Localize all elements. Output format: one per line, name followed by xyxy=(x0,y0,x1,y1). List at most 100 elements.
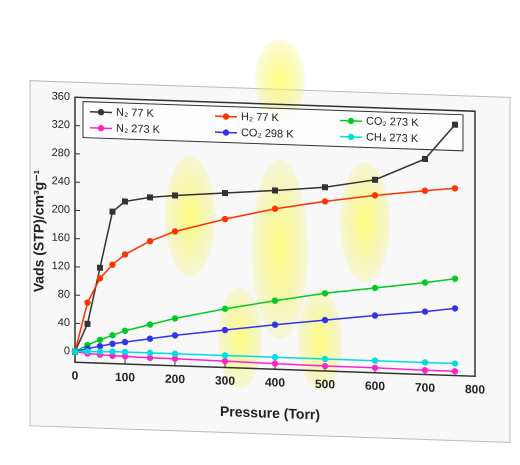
marker xyxy=(146,349,154,357)
marker xyxy=(271,297,279,304)
pore xyxy=(255,39,305,120)
legend-label: N₂ 273 K xyxy=(116,123,161,137)
marker xyxy=(221,357,229,365)
marker xyxy=(272,187,278,194)
x-tick-label: 400 xyxy=(265,375,285,390)
marker xyxy=(421,279,429,286)
marker xyxy=(221,305,229,313)
legend-swatch xyxy=(347,117,355,125)
marker xyxy=(372,176,378,183)
marker xyxy=(171,332,179,339)
pore xyxy=(340,162,390,283)
marker xyxy=(96,348,104,356)
marker xyxy=(221,215,229,223)
legend-swatch xyxy=(97,108,105,116)
marker xyxy=(96,275,104,282)
chart-card: Pressure (Torr) Vads (STP)/cm³g⁻¹ 0 40 80 1… xyxy=(29,39,511,443)
y-tick-label: 160 xyxy=(52,232,70,245)
marker xyxy=(321,355,329,363)
legend-label: CO₂ 298 K xyxy=(241,127,294,141)
marker xyxy=(371,284,379,292)
marker xyxy=(147,194,153,201)
marker xyxy=(146,335,154,342)
legend-swatch xyxy=(222,113,230,120)
marker xyxy=(172,192,178,199)
pore xyxy=(252,159,308,340)
marker xyxy=(146,354,154,362)
legend-label: CO₂ 273 K xyxy=(366,115,419,129)
x-tick-label: 500 xyxy=(315,377,335,392)
y-tick-label: 0 xyxy=(64,345,70,357)
legend-label: H₂ 77 K xyxy=(241,111,280,124)
x-tick-label: 300 xyxy=(215,373,235,388)
legend-swatch xyxy=(222,129,230,136)
marker xyxy=(321,316,329,324)
y-tick-label: 240 xyxy=(52,175,70,188)
marker xyxy=(109,261,116,268)
y-tick-label: 320 xyxy=(52,119,70,132)
marker xyxy=(422,155,428,163)
marker xyxy=(221,326,229,334)
marker xyxy=(171,355,179,362)
marker xyxy=(84,348,91,355)
x-tick-label: 700 xyxy=(415,380,435,395)
marker xyxy=(222,189,228,197)
marker xyxy=(121,338,129,346)
x-tick-label: 800 xyxy=(465,382,485,397)
marker xyxy=(122,198,128,205)
y-tick-label: 80 xyxy=(58,288,70,300)
marker xyxy=(171,228,179,235)
marker xyxy=(322,184,328,191)
marker xyxy=(171,315,179,322)
marker xyxy=(452,121,458,128)
y-tick-label: 360 xyxy=(52,90,70,103)
marker xyxy=(109,208,116,215)
x-axis-title: Pressure (Torr) xyxy=(220,403,320,422)
y-tick-label: 120 xyxy=(52,260,70,273)
legend-label: N₂ 77 K xyxy=(116,107,155,120)
legend-swatch xyxy=(97,124,105,132)
marker xyxy=(84,320,91,327)
marker xyxy=(96,336,104,344)
legend-label: CH₄ 273 K xyxy=(366,131,419,145)
marker xyxy=(109,340,116,347)
marker xyxy=(121,327,129,335)
marker xyxy=(421,187,429,194)
marker xyxy=(371,357,379,364)
marker xyxy=(421,308,429,315)
y-axis-title: Vads (STP)/cm³g⁻¹ xyxy=(31,169,47,292)
marker xyxy=(371,312,379,319)
marker xyxy=(109,332,116,339)
marker xyxy=(96,342,104,350)
pore xyxy=(165,156,215,277)
x-tick-label: 100 xyxy=(115,370,135,385)
x-tick-label: 200 xyxy=(165,372,185,387)
marker xyxy=(271,321,279,328)
marker xyxy=(451,368,459,375)
y-tick-label: 40 xyxy=(58,317,70,329)
marker xyxy=(84,299,91,306)
marker xyxy=(271,360,279,367)
marker xyxy=(451,305,459,312)
marker xyxy=(451,185,459,192)
marker xyxy=(371,364,379,372)
marker xyxy=(121,348,129,356)
marker xyxy=(371,192,379,199)
marker xyxy=(321,362,329,370)
x-tick-label: 600 xyxy=(365,379,385,394)
marker xyxy=(321,290,329,297)
marker xyxy=(271,354,279,361)
legend-box xyxy=(82,101,464,152)
marker xyxy=(121,251,129,258)
marker xyxy=(171,350,179,357)
marker xyxy=(97,264,103,271)
marker xyxy=(271,205,279,213)
marker xyxy=(109,348,116,355)
y-tick-label: 280 xyxy=(52,147,70,160)
marker xyxy=(321,198,329,205)
marker xyxy=(146,321,154,328)
legend-swatch xyxy=(347,133,355,141)
marker xyxy=(146,238,154,245)
